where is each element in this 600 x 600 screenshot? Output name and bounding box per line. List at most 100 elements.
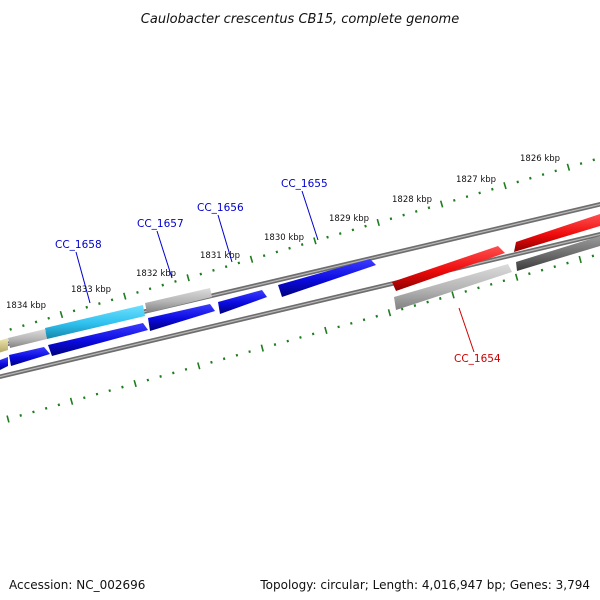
minor-tick <box>22 324 25 328</box>
ruler-label-1829: 1829 kbp <box>329 214 369 224</box>
minor-tick <box>489 282 493 286</box>
minor-tick <box>83 396 86 400</box>
label-leaders <box>75 190 475 353</box>
label-cc1658: CC_1658 <box>55 239 102 251</box>
gene-cc1657[interactable] <box>148 304 215 331</box>
gene-blue-row2a[interactable] <box>9 347 50 366</box>
major-tick <box>69 397 74 405</box>
ruler-label-1830: 1830 kbp <box>264 233 304 243</box>
minor-tick <box>174 280 177 283</box>
gene-olive[interactable] <box>0 338 8 354</box>
minor-tick <box>464 290 468 293</box>
label-cc1655: CC_1655 <box>281 178 328 190</box>
minor-tick <box>579 162 583 165</box>
minor-tick <box>364 224 367 228</box>
minor-tick <box>540 268 544 272</box>
minor-tick <box>288 246 291 250</box>
minor-tick <box>184 367 188 371</box>
minor-tick <box>9 327 12 331</box>
gene-blue-row2b[interactable] <box>48 323 148 356</box>
genome-summary-text: Topology: circular; Length: 4,016,947 bp… <box>260 578 590 592</box>
major-tick <box>376 218 380 227</box>
ruler-label-1832: 1832 kbp <box>136 269 176 279</box>
minor-tick <box>108 389 111 393</box>
ruler-label-1828: 1828 kbp <box>392 195 432 205</box>
major-tick <box>566 163 571 171</box>
minor-tick <box>248 350 251 354</box>
minor-tick <box>44 406 48 410</box>
label-cc1654: CC_1654 <box>454 353 501 365</box>
minor-tick <box>362 318 366 322</box>
minor-tick <box>300 243 304 246</box>
major-tick <box>123 292 127 300</box>
ruler-label-1833: 1833 kbp <box>71 285 111 295</box>
major-tick <box>59 310 64 319</box>
gene-red-right[interactable] <box>514 214 600 252</box>
minor-tick <box>400 307 404 311</box>
major-tick <box>6 415 10 423</box>
minor-tick <box>337 325 340 329</box>
minor-tick <box>235 353 239 357</box>
minor-tick <box>591 254 595 258</box>
gene-cc1656[interactable] <box>218 290 267 314</box>
gene-gray-left[interactable] <box>8 329 47 348</box>
gene-cc1658[interactable] <box>45 305 145 339</box>
minor-tick <box>159 375 162 378</box>
minor-tick <box>286 339 290 343</box>
minor-tick <box>199 272 203 276</box>
minor-tick <box>32 410 35 414</box>
minor-tick <box>427 206 431 210</box>
minor-tick <box>477 286 480 290</box>
major-tick <box>186 274 190 282</box>
kbp-ruler: 1834 kbp 1833 kbp 1832 kbp 1831 kbp 1830… <box>6 154 596 331</box>
minor-tick <box>262 254 266 258</box>
minor-tick <box>121 385 124 389</box>
minor-tick <box>351 228 355 232</box>
major-tick <box>439 200 444 208</box>
minor-tick <box>516 180 519 184</box>
minor-tick <box>491 187 494 191</box>
minor-tick <box>338 232 342 235</box>
minor-tick <box>414 210 418 213</box>
minor-tick <box>375 314 379 318</box>
minor-tick <box>426 300 429 304</box>
major-tick <box>260 344 264 352</box>
minor-tick <box>72 309 76 313</box>
minor-tick <box>19 414 22 417</box>
minor-tick <box>528 272 531 276</box>
minor-tick <box>554 169 557 173</box>
gene-blue-edge[interactable] <box>0 357 8 370</box>
minor-tick <box>439 297 442 300</box>
minor-tick <box>148 287 152 291</box>
minor-tick <box>465 195 469 199</box>
minor-tick <box>402 213 405 217</box>
gene-gray-cc1657[interactable] <box>145 288 212 313</box>
minor-tick <box>529 176 532 180</box>
minor-tick <box>85 305 89 309</box>
major-tick <box>514 273 519 281</box>
minor-tick <box>146 378 150 382</box>
accession-text: Accession: NC_002696 <box>9 578 146 592</box>
ruler-label-1831: 1831 kbp <box>200 251 240 261</box>
major-tick <box>324 326 328 335</box>
gene-cc1654[interactable] <box>394 264 512 310</box>
major-tick <box>133 379 137 388</box>
minor-tick <box>541 173 545 176</box>
major-tick <box>578 255 582 264</box>
minor-tick <box>553 265 557 269</box>
gene-darkgray-right[interactable] <box>516 236 600 271</box>
minor-tick <box>326 235 329 239</box>
genome-title: Caulobacter crescentus CB15, complete ge… <box>141 12 459 27</box>
minor-tick <box>172 371 175 375</box>
ruler-label-1826: 1826 kbp <box>520 154 560 164</box>
minor-tick <box>502 279 506 283</box>
minor-tick <box>110 298 114 302</box>
minor-tick <box>311 332 315 336</box>
ruler-label-1827: 1827 kbp <box>456 175 496 185</box>
minor-tick <box>275 250 279 254</box>
gene-cc1655[interactable] <box>278 259 376 297</box>
inner-tick-row <box>6 254 595 423</box>
label-cc1657: CC_1657 <box>137 218 184 230</box>
gene-cc1654-red[interactable] <box>392 246 505 291</box>
